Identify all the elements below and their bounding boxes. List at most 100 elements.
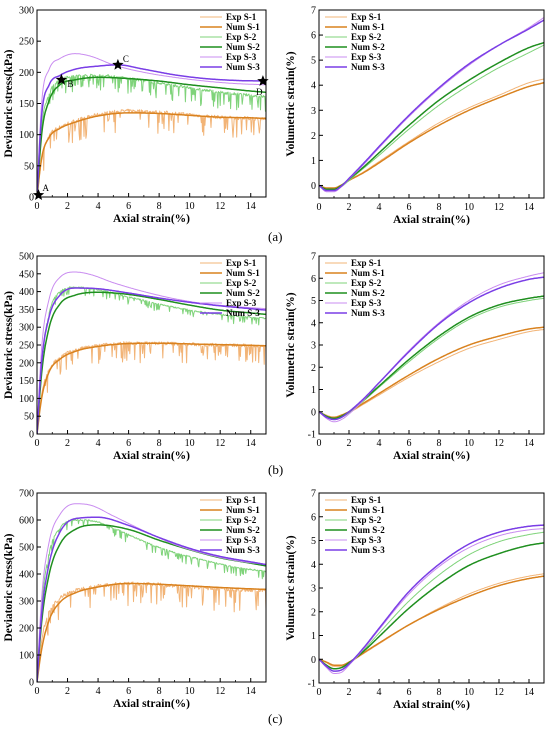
x-tick-label: 14	[524, 687, 534, 698]
x-tick-label: 14	[524, 202, 534, 213]
x-tick-label: 12	[494, 687, 504, 698]
y-tick-label: 3	[311, 584, 316, 595]
legend-label: Num S-2	[226, 42, 260, 52]
x-tick-label: 8	[437, 687, 442, 698]
legend-label: Exp S-1	[226, 258, 257, 268]
x-tick-label: 12	[494, 202, 504, 213]
y-tick-label: 50	[24, 161, 34, 172]
x-tick-label: 6	[126, 438, 131, 449]
annotation-label: D	[256, 87, 263, 97]
legend-label: Num S-3	[351, 308, 385, 318]
x-tick-label: 12	[215, 438, 225, 449]
x-tick-label: 6	[126, 201, 131, 212]
y-tick-label: 0	[311, 181, 316, 192]
y-tick-label: 2	[311, 131, 316, 142]
series-line-b-right-4	[319, 272, 544, 423]
x-axis-label: Axial strain(%)	[393, 699, 470, 711]
legend-label: Exp S-3	[226, 298, 257, 308]
x-axis-label: Axial strain(%)	[113, 698, 190, 710]
x-tick-label: 8	[437, 202, 442, 213]
series-line-a-left-1	[37, 112, 266, 197]
annotation-star-marker	[55, 73, 68, 85]
legend-label: Num S-2	[226, 288, 260, 298]
y-tick-label: 200	[19, 68, 34, 79]
x-tick-label: 6	[407, 202, 412, 213]
annotation-label: C	[123, 54, 129, 64]
series-line-a-left-2	[37, 73, 266, 197]
y-tick-label: 250	[19, 37, 34, 48]
x-tick-label: 2	[347, 687, 352, 698]
legend-label: Exp S-1	[226, 495, 257, 505]
y-tick-label: 7	[311, 489, 316, 500]
legend-label: Exp S-1	[351, 12, 382, 22]
x-tick-label: 10	[185, 201, 195, 212]
y-tick-label: 150	[19, 376, 34, 387]
legend-label: Exp S-3	[226, 535, 257, 545]
y-tick-label: 300	[19, 6, 34, 17]
x-tick-label: 14	[246, 201, 256, 212]
series-line-c-right-0	[319, 573, 544, 667]
legend-label: Num S-3	[351, 62, 385, 72]
x-tick-label: 4	[377, 687, 382, 698]
panel-label-a: (a)	[268, 229, 283, 244]
y-tick-label: 4	[311, 560, 316, 571]
y-tick-label: 6	[311, 31, 316, 42]
y-axis-label: Volumetric strain(%)	[285, 535, 297, 640]
y-tick-label: 1	[311, 385, 316, 396]
x-tick-label: 0	[317, 438, 322, 449]
series-line-c-right-3	[319, 542, 544, 670]
series-line-c-left-0	[37, 581, 266, 682]
series-line-a-right-1	[319, 81, 544, 189]
x-tick-label: 10	[464, 687, 474, 698]
legend-label: Num S-3	[226, 308, 260, 318]
y-tick-label: 450	[19, 269, 34, 280]
y-tick-label: 50	[24, 412, 34, 423]
legend-label: Exp S-2	[351, 278, 382, 288]
y-tick-label: 400	[19, 287, 34, 298]
y-axis-label: Volumetric strain(%)	[285, 292, 297, 397]
y-tick-label: 2	[311, 607, 316, 618]
series-line-b-right-0	[319, 328, 544, 418]
x-tick-label: 2	[347, 202, 352, 213]
legend-label: Exp S-3	[351, 298, 382, 308]
series-line-a-right-3	[319, 41, 544, 190]
legend-label: Exp S-1	[351, 258, 382, 268]
x-tick-label: 14	[246, 438, 256, 449]
x-tick-label: 6	[407, 438, 412, 449]
y-axis-label: Deviatoric stress(kPa)	[3, 533, 15, 641]
y-tick-label: 200	[19, 358, 34, 369]
legend-label: Num S-1	[351, 22, 385, 32]
x-tick-label: 0	[35, 438, 40, 449]
series-line-c-left-1	[37, 582, 266, 682]
legend-label: Num S-2	[351, 525, 385, 535]
series-line-b-left-5	[37, 287, 266, 434]
annotation-star-marker	[112, 58, 124, 70]
legend-label: Num S-3	[351, 545, 385, 555]
y-tick-label: 5	[311, 56, 316, 67]
x-tick-label: 0	[317, 202, 322, 213]
y-tick-label: 4	[311, 318, 316, 329]
y-tick-label: 600	[19, 516, 34, 527]
x-tick-label: 8	[157, 686, 162, 697]
x-tick-label: 6	[126, 686, 131, 697]
y-tick-label: 100	[19, 394, 34, 405]
series-line-a-left-0	[37, 108, 266, 197]
legend-label: Exp S-1	[351, 495, 382, 505]
y-tick-label: 0	[29, 430, 34, 441]
x-tick-label: 4	[96, 438, 101, 449]
x-tick-label: 4	[96, 201, 101, 212]
y-tick-label: 1	[311, 156, 316, 167]
y-tick-label: 5	[311, 536, 316, 547]
y-tick-label: 250	[19, 341, 34, 352]
annotation-star-marker	[32, 189, 45, 200]
legend-label: Num S-2	[226, 525, 260, 535]
y-tick-label: 7	[311, 6, 316, 17]
annotation-star-marker	[257, 75, 269, 86]
series-line-c-left-2	[37, 519, 266, 682]
legend-label: Exp S-2	[226, 515, 257, 525]
x-tick-label: 14	[246, 686, 256, 697]
legend-label: Num S-1	[351, 505, 385, 515]
legend-label: Exp S-3	[351, 52, 382, 62]
legend-label: Exp S-3	[226, 52, 257, 62]
x-tick-label: 4	[377, 438, 382, 449]
